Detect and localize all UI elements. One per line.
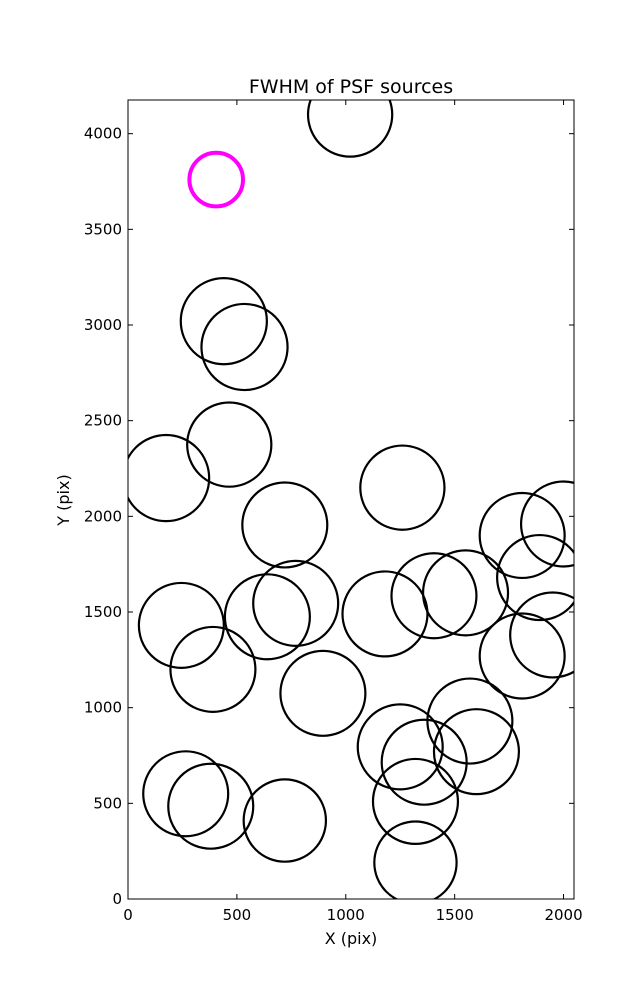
- psf-source-marker: [279, 649, 367, 737]
- y-tick-label: 2500: [84, 412, 122, 430]
- psf-source-marker: [223, 573, 311, 661]
- psf-source-marker: [241, 481, 329, 569]
- psf-source-marker: [496, 533, 574, 622]
- psf-source-marker: [371, 757, 460, 846]
- y-tick-label: 0: [112, 890, 122, 908]
- psf-source-marker: [509, 591, 574, 679]
- psf-source-marker: [478, 491, 566, 580]
- y-tick-label: 500: [93, 794, 122, 812]
- x-tick-label: 500: [223, 906, 252, 924]
- psf-source-marker: [390, 552, 478, 640]
- psf-source-marker: [380, 718, 468, 806]
- x-axis: 0 500 1000 1500 2000: [123, 100, 583, 924]
- psf-source-marker: [519, 480, 574, 568]
- highlight-source-marker: [187, 150, 245, 209]
- plot-area: [128, 100, 574, 899]
- psf-source-marker: [137, 581, 225, 669]
- psf-source-marker: [341, 570, 429, 658]
- x-tick-label: 1500: [436, 906, 474, 924]
- y-axis: 0 500 1000 1500 2000 2500 3000 3500 4000: [84, 125, 574, 908]
- plot-frame: [127, 99, 575, 900]
- y-tick-label: 1000: [84, 699, 122, 717]
- x-axis-label: X (pix): [325, 929, 378, 948]
- psf-source-marker: [200, 302, 289, 392]
- psf-source-marker: [432, 708, 521, 796]
- psf-source-marker: [306, 100, 394, 158]
- psf-source-marker: [356, 703, 444, 791]
- y-axis-label: Y (pix): [54, 474, 73, 526]
- psf-source-marker: [252, 559, 340, 647]
- psf-source-marker: [242, 778, 328, 863]
- psf-source-marker: [478, 612, 566, 700]
- psf-source-marker: [142, 750, 230, 838]
- x-tick-label: 1000: [327, 906, 365, 924]
- y-tick-label: 3000: [84, 316, 122, 334]
- psf-source-marker: [359, 444, 446, 531]
- psf-source-marker: [167, 762, 255, 850]
- x-tick-label: 0: [123, 906, 133, 924]
- y-tick-label: 2000: [84, 507, 122, 525]
- psf-source-marker: [373, 820, 458, 899]
- psf-source-marker: [426, 677, 514, 765]
- chart-title: FWHM of PSF sources: [249, 76, 453, 98]
- psf-source-marker: [186, 401, 273, 488]
- x-tick-label: 2000: [544, 906, 582, 924]
- psf-source-marker: [128, 433, 211, 523]
- psf-source-marker: [179, 277, 268, 366]
- y-tick-label: 4000: [84, 125, 122, 143]
- y-tick-label: 1500: [84, 603, 122, 621]
- y-tick-label: 3500: [84, 220, 122, 238]
- psf-source-marker: [169, 625, 257, 713]
